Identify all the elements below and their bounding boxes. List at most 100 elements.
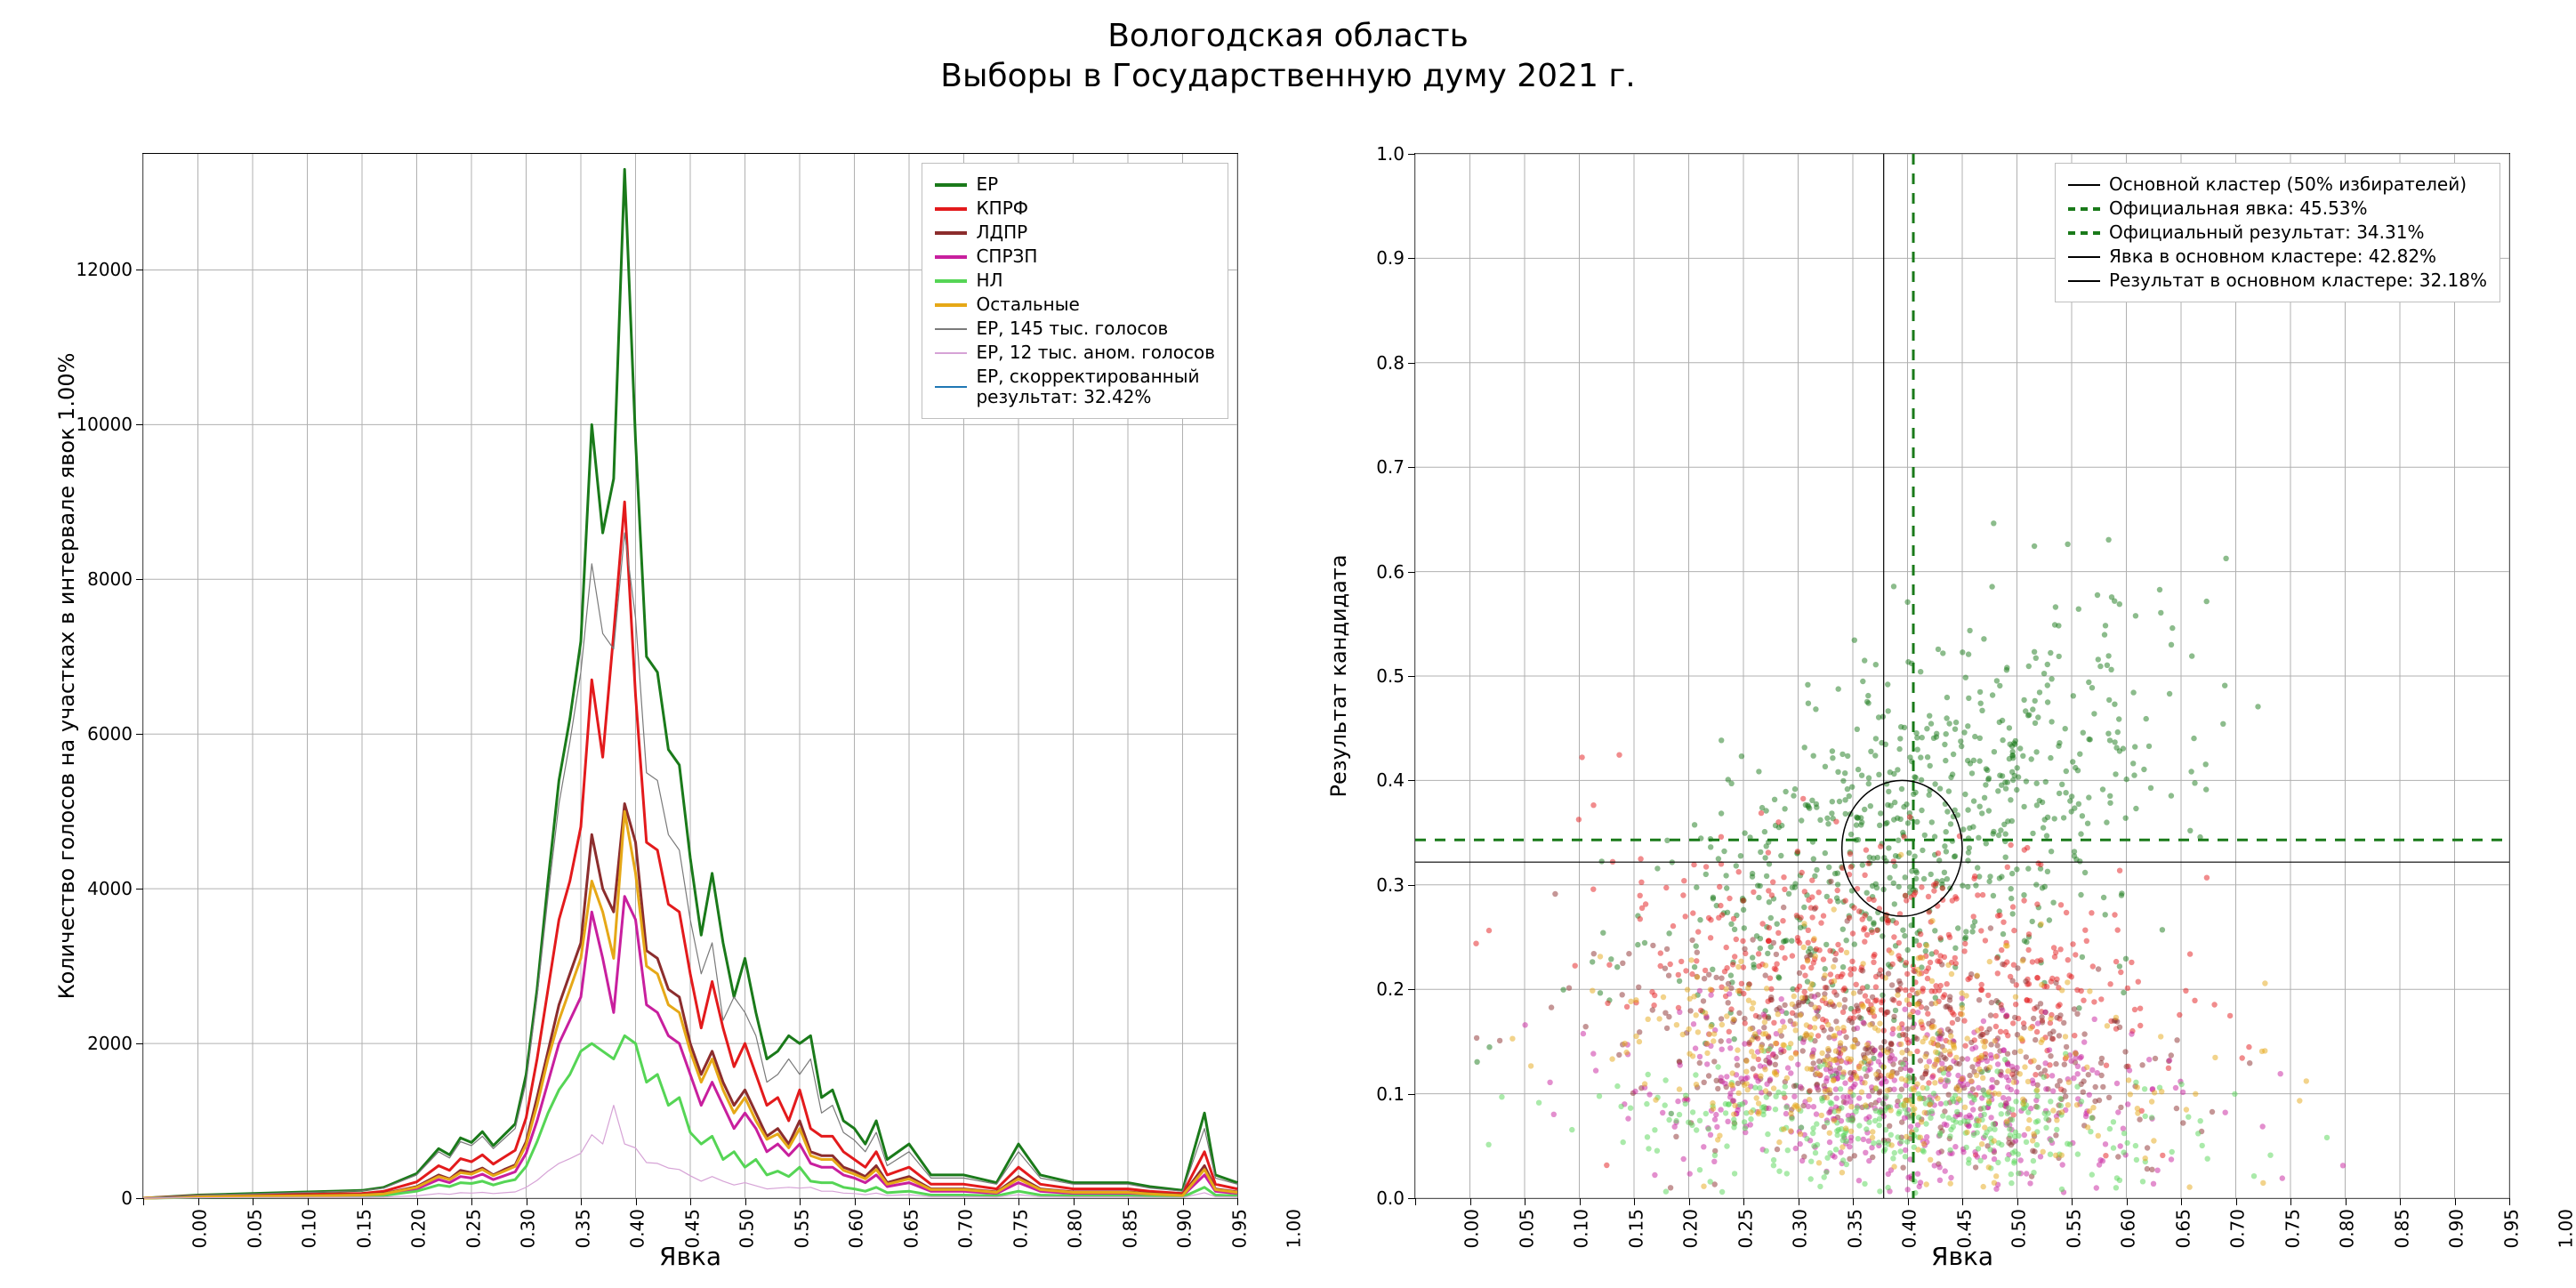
figure-suptitle: Вологодская область Выборы в Государстве… bbox=[0, 16, 2576, 96]
y-tick-label: 0.4 bbox=[1376, 769, 1405, 791]
x-tick-label: 0.45 bbox=[1953, 1209, 1975, 1249]
legend-swatch bbox=[935, 328, 967, 330]
legend-label: Остальные bbox=[976, 294, 1079, 315]
x-tick-label: 0.20 bbox=[1680, 1209, 1702, 1249]
scatter-points bbox=[1473, 520, 2346, 1195]
x-tick-label: 0.90 bbox=[1174, 1209, 1195, 1249]
x-tick-label: 0.10 bbox=[1571, 1209, 1592, 1249]
legend-label: КПРФ bbox=[976, 198, 1028, 219]
x-tick-label: 0.70 bbox=[2227, 1209, 2249, 1249]
legend-item: КПРФ bbox=[935, 197, 1215, 221]
legend-item: Основной кластер (50% избирателей) bbox=[2068, 173, 2487, 197]
y-tick-label: 8000 bbox=[87, 568, 133, 590]
legend-item: Явка в основном кластере: 42.82% bbox=[2068, 245, 2487, 269]
legend-label: ЕР bbox=[976, 174, 998, 195]
y-tick-label: 10000 bbox=[76, 414, 133, 435]
legend-item: ЕР, 12 тыс. аном. голосов bbox=[935, 341, 1215, 365]
legend-swatch bbox=[2068, 231, 2100, 235]
y-tick-label: 2000 bbox=[87, 1033, 133, 1054]
x-tick-label: 0.75 bbox=[2282, 1209, 2303, 1249]
right-panel: Результат кандидата Явка Основной класте… bbox=[1414, 153, 2510, 1199]
legend-item: Официальная явка: 45.53% bbox=[2068, 197, 2487, 221]
x-tick-label: 0.95 bbox=[2500, 1209, 2522, 1249]
x-tick-label: 0.00 bbox=[1461, 1209, 1483, 1249]
x-tick-label: 0.60 bbox=[846, 1209, 867, 1249]
legend-swatch bbox=[2068, 280, 2100, 282]
x-tick-label: 0.10 bbox=[299, 1209, 320, 1249]
x-tick-label: 0.55 bbox=[2063, 1209, 2084, 1249]
y-tick-label: 12000 bbox=[76, 259, 133, 280]
y-tick-label: 0.6 bbox=[1376, 561, 1405, 583]
x-tick-label: 0.75 bbox=[1010, 1209, 1031, 1249]
y-tick-label: 0 bbox=[121, 1187, 133, 1209]
right-ylabel: Результат кандидата bbox=[1326, 554, 1351, 797]
suptitle-line2: Выборы в Государственную думу 2021 г. bbox=[940, 58, 1635, 94]
x-tick-label: 0.15 bbox=[353, 1209, 374, 1249]
y-tick-label: 0.8 bbox=[1376, 352, 1405, 374]
legend-swatch bbox=[935, 207, 967, 211]
y-tick-label: 4000 bbox=[87, 878, 133, 899]
y-tick-label: 0.3 bbox=[1376, 874, 1405, 896]
right-plot-svg bbox=[1415, 154, 2509, 1198]
x-tick-label: 0.40 bbox=[1899, 1209, 1920, 1249]
legend-label: ЕР, 145 тыс. голосов bbox=[976, 318, 1168, 339]
legend-label: СПРЗП bbox=[976, 246, 1037, 267]
legend-label: ЛДПР bbox=[976, 222, 1027, 243]
x-tick-label: 0.80 bbox=[1065, 1209, 1086, 1249]
y-tick-label: 1.0 bbox=[1376, 143, 1405, 165]
legend-label: Основной кластер (50% избирателей) bbox=[2109, 174, 2467, 195]
legend-item: ЕР, 145 тыс. голосов bbox=[935, 317, 1215, 341]
x-tick-label: 1.00 bbox=[1284, 1209, 1305, 1249]
y-tick-label: 0.7 bbox=[1376, 456, 1405, 478]
x-tick-label: 0.65 bbox=[2172, 1209, 2194, 1249]
legend-swatch bbox=[935, 231, 967, 235]
x-tick-label: 0.85 bbox=[2391, 1209, 2412, 1249]
x-tick-label: 0.35 bbox=[572, 1209, 593, 1249]
left-panel: Количество голосов на участках в интерва… bbox=[142, 153, 1238, 1199]
legend-item: Результат в основном кластере: 32.18% bbox=[2068, 269, 2487, 293]
legend-item: Остальные bbox=[935, 293, 1215, 317]
x-tick-label: 0.45 bbox=[681, 1209, 703, 1249]
left-ylabel: Количество голосов на участках в интерва… bbox=[54, 353, 79, 1000]
legend-swatch bbox=[935, 183, 967, 187]
legend-item: ЛДПР bbox=[935, 221, 1215, 245]
x-tick-label: 0.50 bbox=[737, 1209, 758, 1249]
y-tick-label: 0.1 bbox=[1376, 1083, 1405, 1105]
legend-item: ЕР bbox=[935, 173, 1215, 197]
legend-swatch bbox=[935, 279, 967, 283]
legend-swatch bbox=[935, 303, 967, 307]
x-tick-label: 0.25 bbox=[1735, 1209, 1756, 1249]
legend-swatch bbox=[935, 255, 967, 259]
x-tick-label: 0.90 bbox=[2446, 1209, 2467, 1249]
figure: Вологодская область Выборы в Государстве… bbox=[0, 0, 2576, 1288]
x-tick-label: 0.20 bbox=[408, 1209, 430, 1249]
suptitle-line1: Вологодская область bbox=[1107, 18, 1469, 54]
x-tick-label: 0.85 bbox=[1119, 1209, 1140, 1249]
x-tick-label: 0.05 bbox=[244, 1209, 265, 1249]
x-tick-label: 0.35 bbox=[1844, 1209, 1865, 1249]
legend-swatch bbox=[935, 386, 967, 388]
x-tick-label: 1.00 bbox=[2556, 1209, 2576, 1249]
x-tick-label: 0.80 bbox=[2337, 1209, 2358, 1249]
x-tick-label: 0.70 bbox=[955, 1209, 977, 1249]
x-tick-label: 0.65 bbox=[900, 1209, 922, 1249]
y-tick-label: 0.0 bbox=[1376, 1187, 1405, 1209]
y-tick-label: 6000 bbox=[87, 723, 133, 745]
x-tick-label: 0.05 bbox=[1516, 1209, 1537, 1249]
legend-swatch bbox=[2068, 207, 2100, 211]
x-tick-label: 0.95 bbox=[1228, 1209, 1250, 1249]
x-tick-label: 0.50 bbox=[2008, 1209, 2030, 1249]
legend-label: Официальная явка: 45.53% bbox=[2109, 198, 2368, 219]
legend-label: НЛ bbox=[976, 270, 1002, 291]
x-tick-label: 0.15 bbox=[1625, 1209, 1646, 1249]
x-tick-label: 0.30 bbox=[518, 1209, 539, 1249]
legend-item: НЛ bbox=[935, 269, 1215, 293]
legend-label: Официальный результат: 34.31% bbox=[2109, 222, 2424, 243]
legend-swatch bbox=[2068, 256, 2100, 258]
right-legend: Основной кластер (50% избирателей) Официа… bbox=[2055, 163, 2500, 302]
x-tick-label: 0.00 bbox=[189, 1209, 211, 1249]
legend-swatch bbox=[935, 352, 967, 354]
x-tick-label: 0.25 bbox=[463, 1209, 484, 1249]
left-legend: ЕР КПРФ ЛДПР СПРЗП НЛ Остальные ЕР, 145 тыс. г… bbox=[922, 163, 1228, 419]
x-tick-label: 0.55 bbox=[791, 1209, 812, 1249]
